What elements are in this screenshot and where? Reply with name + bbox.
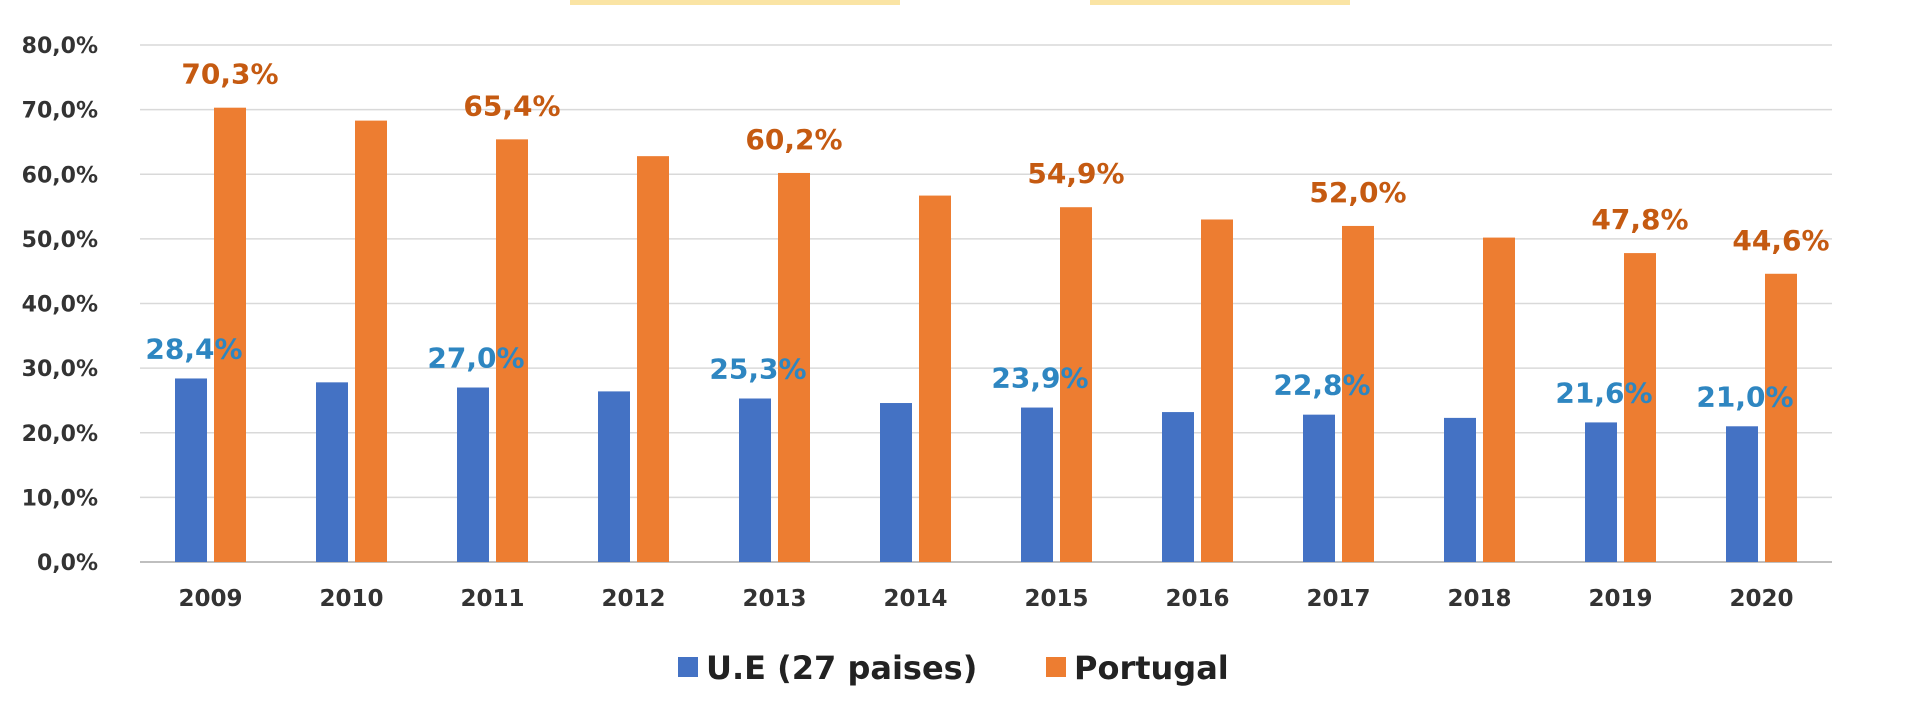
data-label-portugal-2009: 70,3% bbox=[181, 58, 278, 91]
bar-portugal-2014 bbox=[919, 195, 951, 563]
y-tick-label: 50,0% bbox=[22, 228, 98, 253]
data-label-portugal-2017: 52,0% bbox=[1309, 176, 1406, 209]
bar-ue-2018 bbox=[1444, 417, 1476, 562]
x-tick-label: 2014 bbox=[883, 586, 947, 612]
y-tick-label: 10,0% bbox=[22, 486, 98, 511]
x-axis-ticks: 2009 2010 2011 2012 2013 2014 2015 2016 2017 2018… bbox=[178, 586, 1793, 612]
y-tick-label: 40,0% bbox=[22, 293, 98, 318]
bar-ue-2017 bbox=[1303, 414, 1335, 562]
bar-ue-2016 bbox=[1162, 412, 1194, 562]
x-tick-label: 2013 bbox=[742, 586, 806, 612]
data-label-portugal-2013: 60,2% bbox=[745, 123, 842, 156]
data-label-ue-2013: 25,3% bbox=[709, 352, 806, 385]
bar-portugal-2017 bbox=[1342, 225, 1374, 562]
bar-portugal-2010 bbox=[355, 120, 387, 562]
y-tick-label: 30,0% bbox=[22, 357, 98, 382]
x-tick-label: 2019 bbox=[1588, 586, 1652, 612]
legend: U.E (27 paises) Portugal bbox=[678, 649, 1229, 687]
y-tick-label: 20,0% bbox=[22, 422, 98, 447]
bar-ue-2015 bbox=[1021, 407, 1053, 562]
data-label-ue-2020: 21,0% bbox=[1696, 380, 1793, 413]
bar-portugal-2020 bbox=[1765, 273, 1797, 562]
data-label-ue-2019: 21,6% bbox=[1555, 376, 1652, 409]
bar-portugal-2018 bbox=[1483, 237, 1515, 562]
data-label-ue-2015: 23,9% bbox=[991, 362, 1088, 395]
data-label-ue-2009: 28,4% bbox=[145, 332, 242, 365]
legend-swatch-ue bbox=[678, 657, 698, 677]
bar-portugal-2019 bbox=[1624, 253, 1656, 562]
legend-swatch-portugal bbox=[1046, 657, 1066, 677]
x-tick-label: 2012 bbox=[601, 586, 665, 612]
y-tick-label: 80,0% bbox=[22, 34, 98, 59]
bar-ue-2020 bbox=[1726, 426, 1758, 562]
x-tick-label: 2017 bbox=[1306, 586, 1370, 612]
y-tick-label: 70,0% bbox=[22, 99, 98, 124]
data-labels: 28,4% 70,3% 27,0% 65,4% 25,3% 60,2% 23,9% 54,9%… bbox=[145, 58, 1829, 414]
data-label-portugal-2019: 47,8% bbox=[1591, 203, 1688, 236]
bar-ue-2014 bbox=[880, 403, 912, 562]
y-axis-ticks: 0,0% 10,0% 20,0% 30,0% 40,0% 50,0% 60,0% 70,0% 8… bbox=[22, 34, 98, 576]
bar-ue-2013 bbox=[739, 398, 771, 562]
title-remnant-left bbox=[570, 0, 900, 5]
y-tick-label: 60,0% bbox=[22, 163, 98, 188]
x-tick-label: 2015 bbox=[1024, 586, 1088, 612]
data-label-ue-2011: 27,0% bbox=[427, 342, 524, 375]
bar-ue-2019 bbox=[1585, 422, 1617, 562]
data-label-portugal-2015: 54,9% bbox=[1027, 157, 1124, 190]
bar-portugal-2009 bbox=[214, 107, 246, 562]
y-tick-label: 0,0% bbox=[37, 551, 98, 576]
bar-portugal-2011 bbox=[496, 139, 528, 563]
bar-ue-2012 bbox=[598, 391, 630, 562]
gridlines bbox=[140, 44, 1832, 563]
x-tick-label: 2020 bbox=[1729, 586, 1793, 612]
data-label-portugal-2020: 44,6% bbox=[1732, 224, 1829, 257]
bar-portugal-2015 bbox=[1060, 207, 1092, 563]
data-label-ue-2017: 22,8% bbox=[1273, 369, 1370, 402]
bar-portugal-2013 bbox=[778, 172, 810, 562]
bar-ue-2009 bbox=[175, 378, 207, 562]
bar-portugal-2016 bbox=[1201, 219, 1233, 563]
bars bbox=[175, 107, 1797, 563]
x-tick-label: 2018 bbox=[1447, 586, 1511, 612]
bar-portugal-2012 bbox=[637, 156, 669, 562]
data-label-portugal-2011: 65,4% bbox=[463, 89, 560, 122]
x-tick-label: 2011 bbox=[460, 586, 524, 612]
x-tick-label: 2010 bbox=[319, 586, 383, 612]
title-remnant-right bbox=[1090, 0, 1350, 5]
legend-label-portugal: Portugal bbox=[1074, 649, 1229, 687]
bar-ue-2010 bbox=[316, 382, 348, 562]
x-tick-label: 2016 bbox=[1165, 586, 1229, 612]
bar-ue-2011 bbox=[457, 387, 489, 562]
x-tick-label: 2009 bbox=[178, 586, 242, 612]
legend-label-ue: U.E (27 paises) bbox=[706, 649, 977, 687]
